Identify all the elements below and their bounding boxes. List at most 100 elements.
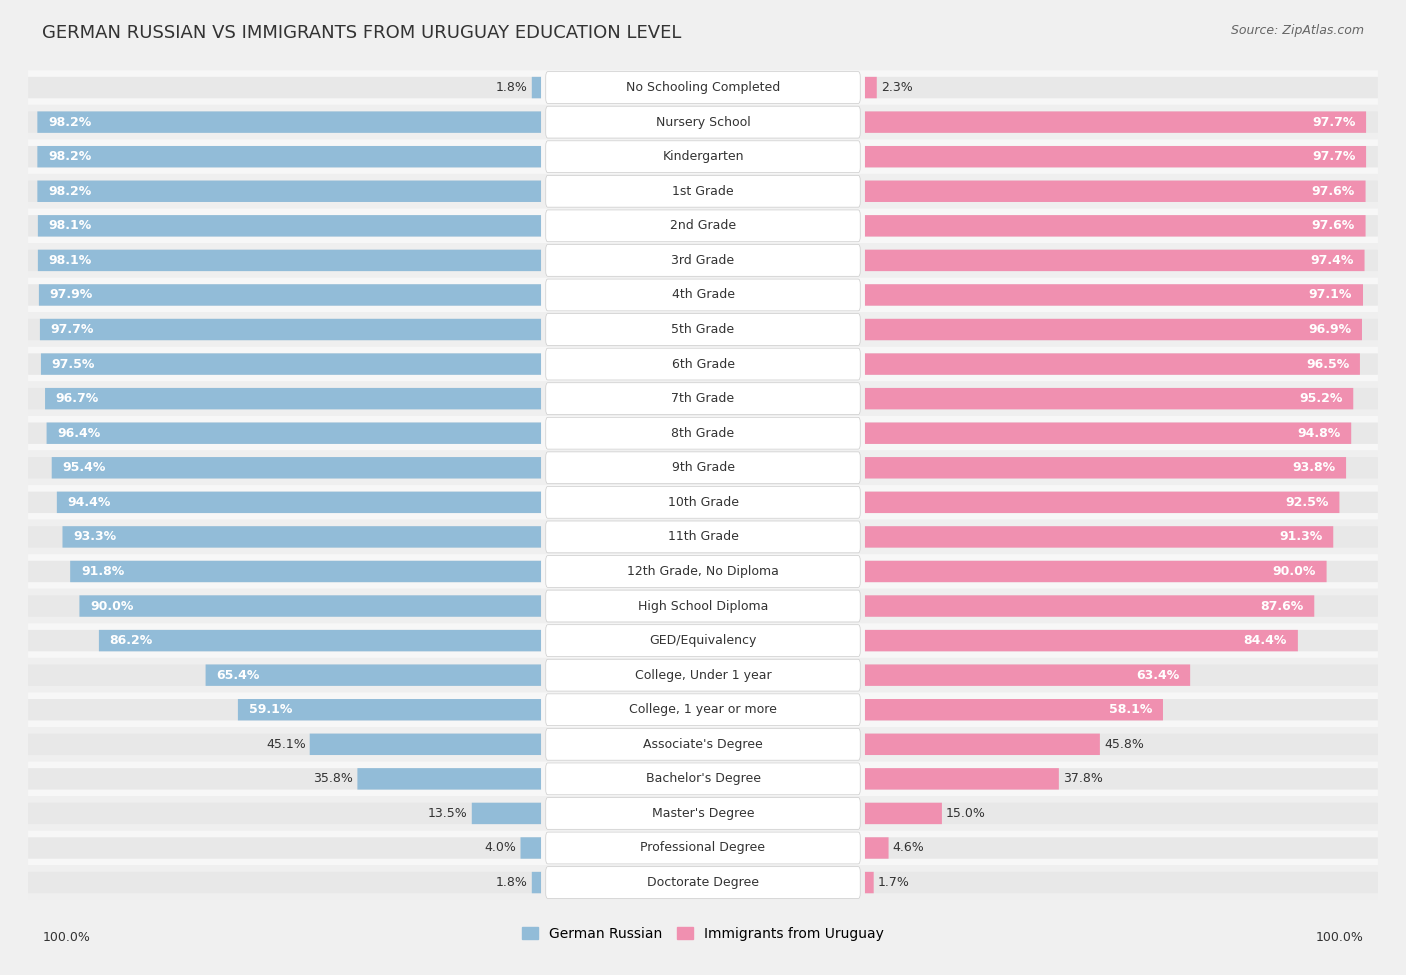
Text: 97.7%: 97.7% [51, 323, 94, 336]
FancyBboxPatch shape [28, 347, 1378, 381]
FancyBboxPatch shape [79, 596, 541, 617]
FancyBboxPatch shape [28, 623, 1378, 658]
FancyBboxPatch shape [865, 180, 1378, 202]
FancyBboxPatch shape [865, 180, 1365, 202]
FancyBboxPatch shape [546, 210, 860, 242]
FancyBboxPatch shape [28, 699, 541, 721]
Text: 86.2%: 86.2% [110, 634, 153, 647]
FancyBboxPatch shape [28, 831, 1378, 865]
Text: 4.6%: 4.6% [893, 841, 924, 854]
Text: 96.7%: 96.7% [56, 392, 98, 406]
FancyBboxPatch shape [357, 768, 541, 790]
FancyBboxPatch shape [28, 457, 541, 479]
FancyBboxPatch shape [28, 422, 541, 444]
Text: 1st Grade: 1st Grade [672, 185, 734, 198]
FancyBboxPatch shape [546, 763, 860, 795]
FancyBboxPatch shape [546, 487, 860, 519]
FancyBboxPatch shape [865, 353, 1360, 374]
Text: 97.7%: 97.7% [1312, 150, 1355, 163]
FancyBboxPatch shape [865, 802, 1378, 824]
FancyBboxPatch shape [28, 491, 541, 513]
Text: 97.5%: 97.5% [52, 358, 96, 370]
Text: 98.2%: 98.2% [48, 150, 91, 163]
Text: 97.7%: 97.7% [1312, 116, 1355, 129]
Text: 96.5%: 96.5% [1306, 358, 1350, 370]
FancyBboxPatch shape [28, 872, 541, 893]
Text: 12th Grade, No Diploma: 12th Grade, No Diploma [627, 565, 779, 578]
FancyBboxPatch shape [520, 838, 541, 859]
FancyBboxPatch shape [546, 832, 860, 864]
FancyBboxPatch shape [546, 279, 860, 311]
Text: 91.3%: 91.3% [1279, 530, 1323, 543]
Text: 95.2%: 95.2% [1299, 392, 1343, 406]
FancyBboxPatch shape [28, 353, 541, 374]
FancyBboxPatch shape [28, 70, 1378, 105]
FancyBboxPatch shape [46, 422, 541, 444]
Text: 11th Grade: 11th Grade [668, 530, 738, 543]
FancyBboxPatch shape [28, 180, 541, 202]
FancyBboxPatch shape [28, 243, 1378, 278]
Text: 96.4%: 96.4% [58, 427, 101, 440]
Text: 84.4%: 84.4% [1244, 634, 1286, 647]
FancyBboxPatch shape [546, 106, 860, 138]
FancyBboxPatch shape [28, 727, 1378, 761]
FancyBboxPatch shape [28, 250, 541, 271]
FancyBboxPatch shape [546, 798, 860, 830]
FancyBboxPatch shape [865, 422, 1351, 444]
Text: 91.8%: 91.8% [82, 565, 124, 578]
Text: 98.1%: 98.1% [49, 254, 91, 267]
FancyBboxPatch shape [865, 77, 1378, 98]
FancyBboxPatch shape [28, 520, 1378, 554]
Text: 90.0%: 90.0% [90, 600, 134, 612]
FancyBboxPatch shape [865, 491, 1340, 513]
FancyBboxPatch shape [28, 381, 1378, 416]
Text: 100.0%: 100.0% [42, 931, 90, 945]
Text: 97.1%: 97.1% [1309, 289, 1353, 301]
Text: 93.8%: 93.8% [1292, 461, 1336, 474]
Text: College, 1 year or more: College, 1 year or more [628, 703, 778, 717]
Text: 10th Grade: 10th Grade [668, 496, 738, 509]
FancyBboxPatch shape [28, 416, 1378, 450]
FancyBboxPatch shape [865, 146, 1378, 168]
Text: 7th Grade: 7th Grade [672, 392, 734, 406]
Text: 63.4%: 63.4% [1136, 669, 1180, 682]
FancyBboxPatch shape [865, 250, 1365, 271]
Text: 58.1%: 58.1% [1109, 703, 1152, 717]
FancyBboxPatch shape [546, 314, 860, 345]
FancyBboxPatch shape [865, 526, 1333, 548]
Text: 2.3%: 2.3% [880, 81, 912, 94]
Text: 2nd Grade: 2nd Grade [669, 219, 737, 232]
FancyBboxPatch shape [865, 561, 1327, 582]
FancyBboxPatch shape [309, 733, 541, 755]
Text: 3rd Grade: 3rd Grade [672, 254, 734, 267]
Text: 37.8%: 37.8% [1063, 772, 1102, 785]
FancyBboxPatch shape [865, 457, 1378, 479]
FancyBboxPatch shape [52, 457, 541, 479]
FancyBboxPatch shape [865, 630, 1298, 651]
FancyBboxPatch shape [546, 659, 860, 691]
Text: 92.5%: 92.5% [1285, 496, 1329, 509]
FancyBboxPatch shape [865, 388, 1378, 410]
FancyBboxPatch shape [865, 319, 1378, 340]
Text: 9th Grade: 9th Grade [672, 461, 734, 474]
FancyBboxPatch shape [865, 561, 1378, 582]
Text: 45.8%: 45.8% [1104, 738, 1144, 751]
Text: Kindergarten: Kindergarten [662, 150, 744, 163]
FancyBboxPatch shape [865, 111, 1378, 133]
FancyBboxPatch shape [28, 768, 541, 790]
FancyBboxPatch shape [28, 111, 541, 133]
FancyBboxPatch shape [865, 285, 1362, 306]
Text: 1.7%: 1.7% [877, 877, 910, 889]
FancyBboxPatch shape [546, 451, 860, 484]
FancyBboxPatch shape [865, 111, 1367, 133]
FancyBboxPatch shape [28, 105, 1378, 139]
FancyBboxPatch shape [865, 699, 1163, 721]
FancyBboxPatch shape [865, 664, 1189, 685]
FancyBboxPatch shape [865, 215, 1365, 237]
FancyBboxPatch shape [28, 146, 541, 168]
FancyBboxPatch shape [865, 768, 1378, 790]
Text: Doctorate Degree: Doctorate Degree [647, 877, 759, 889]
FancyBboxPatch shape [45, 388, 541, 410]
FancyBboxPatch shape [39, 285, 541, 306]
FancyBboxPatch shape [865, 630, 1378, 651]
